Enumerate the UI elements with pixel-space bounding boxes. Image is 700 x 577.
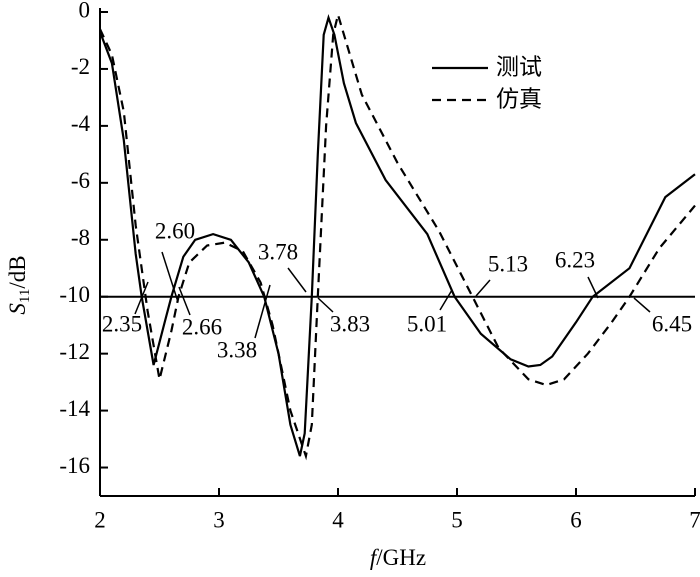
annotation-leader xyxy=(633,297,651,313)
legend-label: 测试 xyxy=(496,55,542,81)
y-label-unit: /dB xyxy=(5,255,30,288)
x-tick-label: 4 xyxy=(332,507,344,532)
annotation-leader xyxy=(134,281,149,315)
y-label-subscript: 11 xyxy=(17,289,33,303)
y-tick-label: -14 xyxy=(59,396,90,421)
y-axis-label: S11/dB xyxy=(5,255,33,314)
y-label-symbol: S xyxy=(5,303,30,315)
x-label-symbol: f xyxy=(370,545,380,570)
series-line xyxy=(99,10,696,461)
x-tick-label: 5 xyxy=(451,507,463,532)
annotation: 5.13 xyxy=(488,251,528,276)
x-tick-label: 3 xyxy=(213,507,225,532)
annotation: 3.83 xyxy=(330,311,370,336)
y-tick-label: -10 xyxy=(59,282,90,307)
x-axis-label: f/GHz xyxy=(370,545,426,570)
y-tick-label: 0 xyxy=(79,0,91,22)
y-tick-label: -6 xyxy=(71,168,90,193)
y-tick-label: -8 xyxy=(71,225,90,250)
x-tick-label: 2 xyxy=(94,507,106,532)
annotation-leader xyxy=(317,297,334,313)
annotation: 2.35 xyxy=(102,311,142,336)
series-line xyxy=(98,14,696,457)
legend-label: 仿真 xyxy=(496,87,542,113)
annotation: 3.78 xyxy=(258,239,298,264)
annotation: 2.60 xyxy=(155,218,195,243)
annotation-leader xyxy=(178,286,191,316)
annotation-leader xyxy=(254,284,271,339)
annotation: 3.38 xyxy=(217,337,257,362)
annotation-leader xyxy=(439,289,453,311)
x-tick-label: 6 xyxy=(570,507,582,532)
y-tick-label: -2 xyxy=(71,54,90,79)
x-label-unit: /GHz xyxy=(376,545,426,570)
annotation-leader xyxy=(161,251,179,303)
annotation: 6.23 xyxy=(555,247,595,272)
annotation: 5.01 xyxy=(407,311,447,336)
annotation-leader xyxy=(287,267,307,293)
annotation: 2.66 xyxy=(182,314,222,339)
annotation-leader xyxy=(587,276,599,299)
annotation: 6.45 xyxy=(652,311,692,336)
y-tick-label: -16 xyxy=(59,453,90,478)
y-tick-label: -12 xyxy=(59,339,90,364)
x-tick-label: 7 xyxy=(689,507,700,532)
annotation-leader xyxy=(475,279,491,297)
y-tick-label: -4 xyxy=(71,111,91,136)
